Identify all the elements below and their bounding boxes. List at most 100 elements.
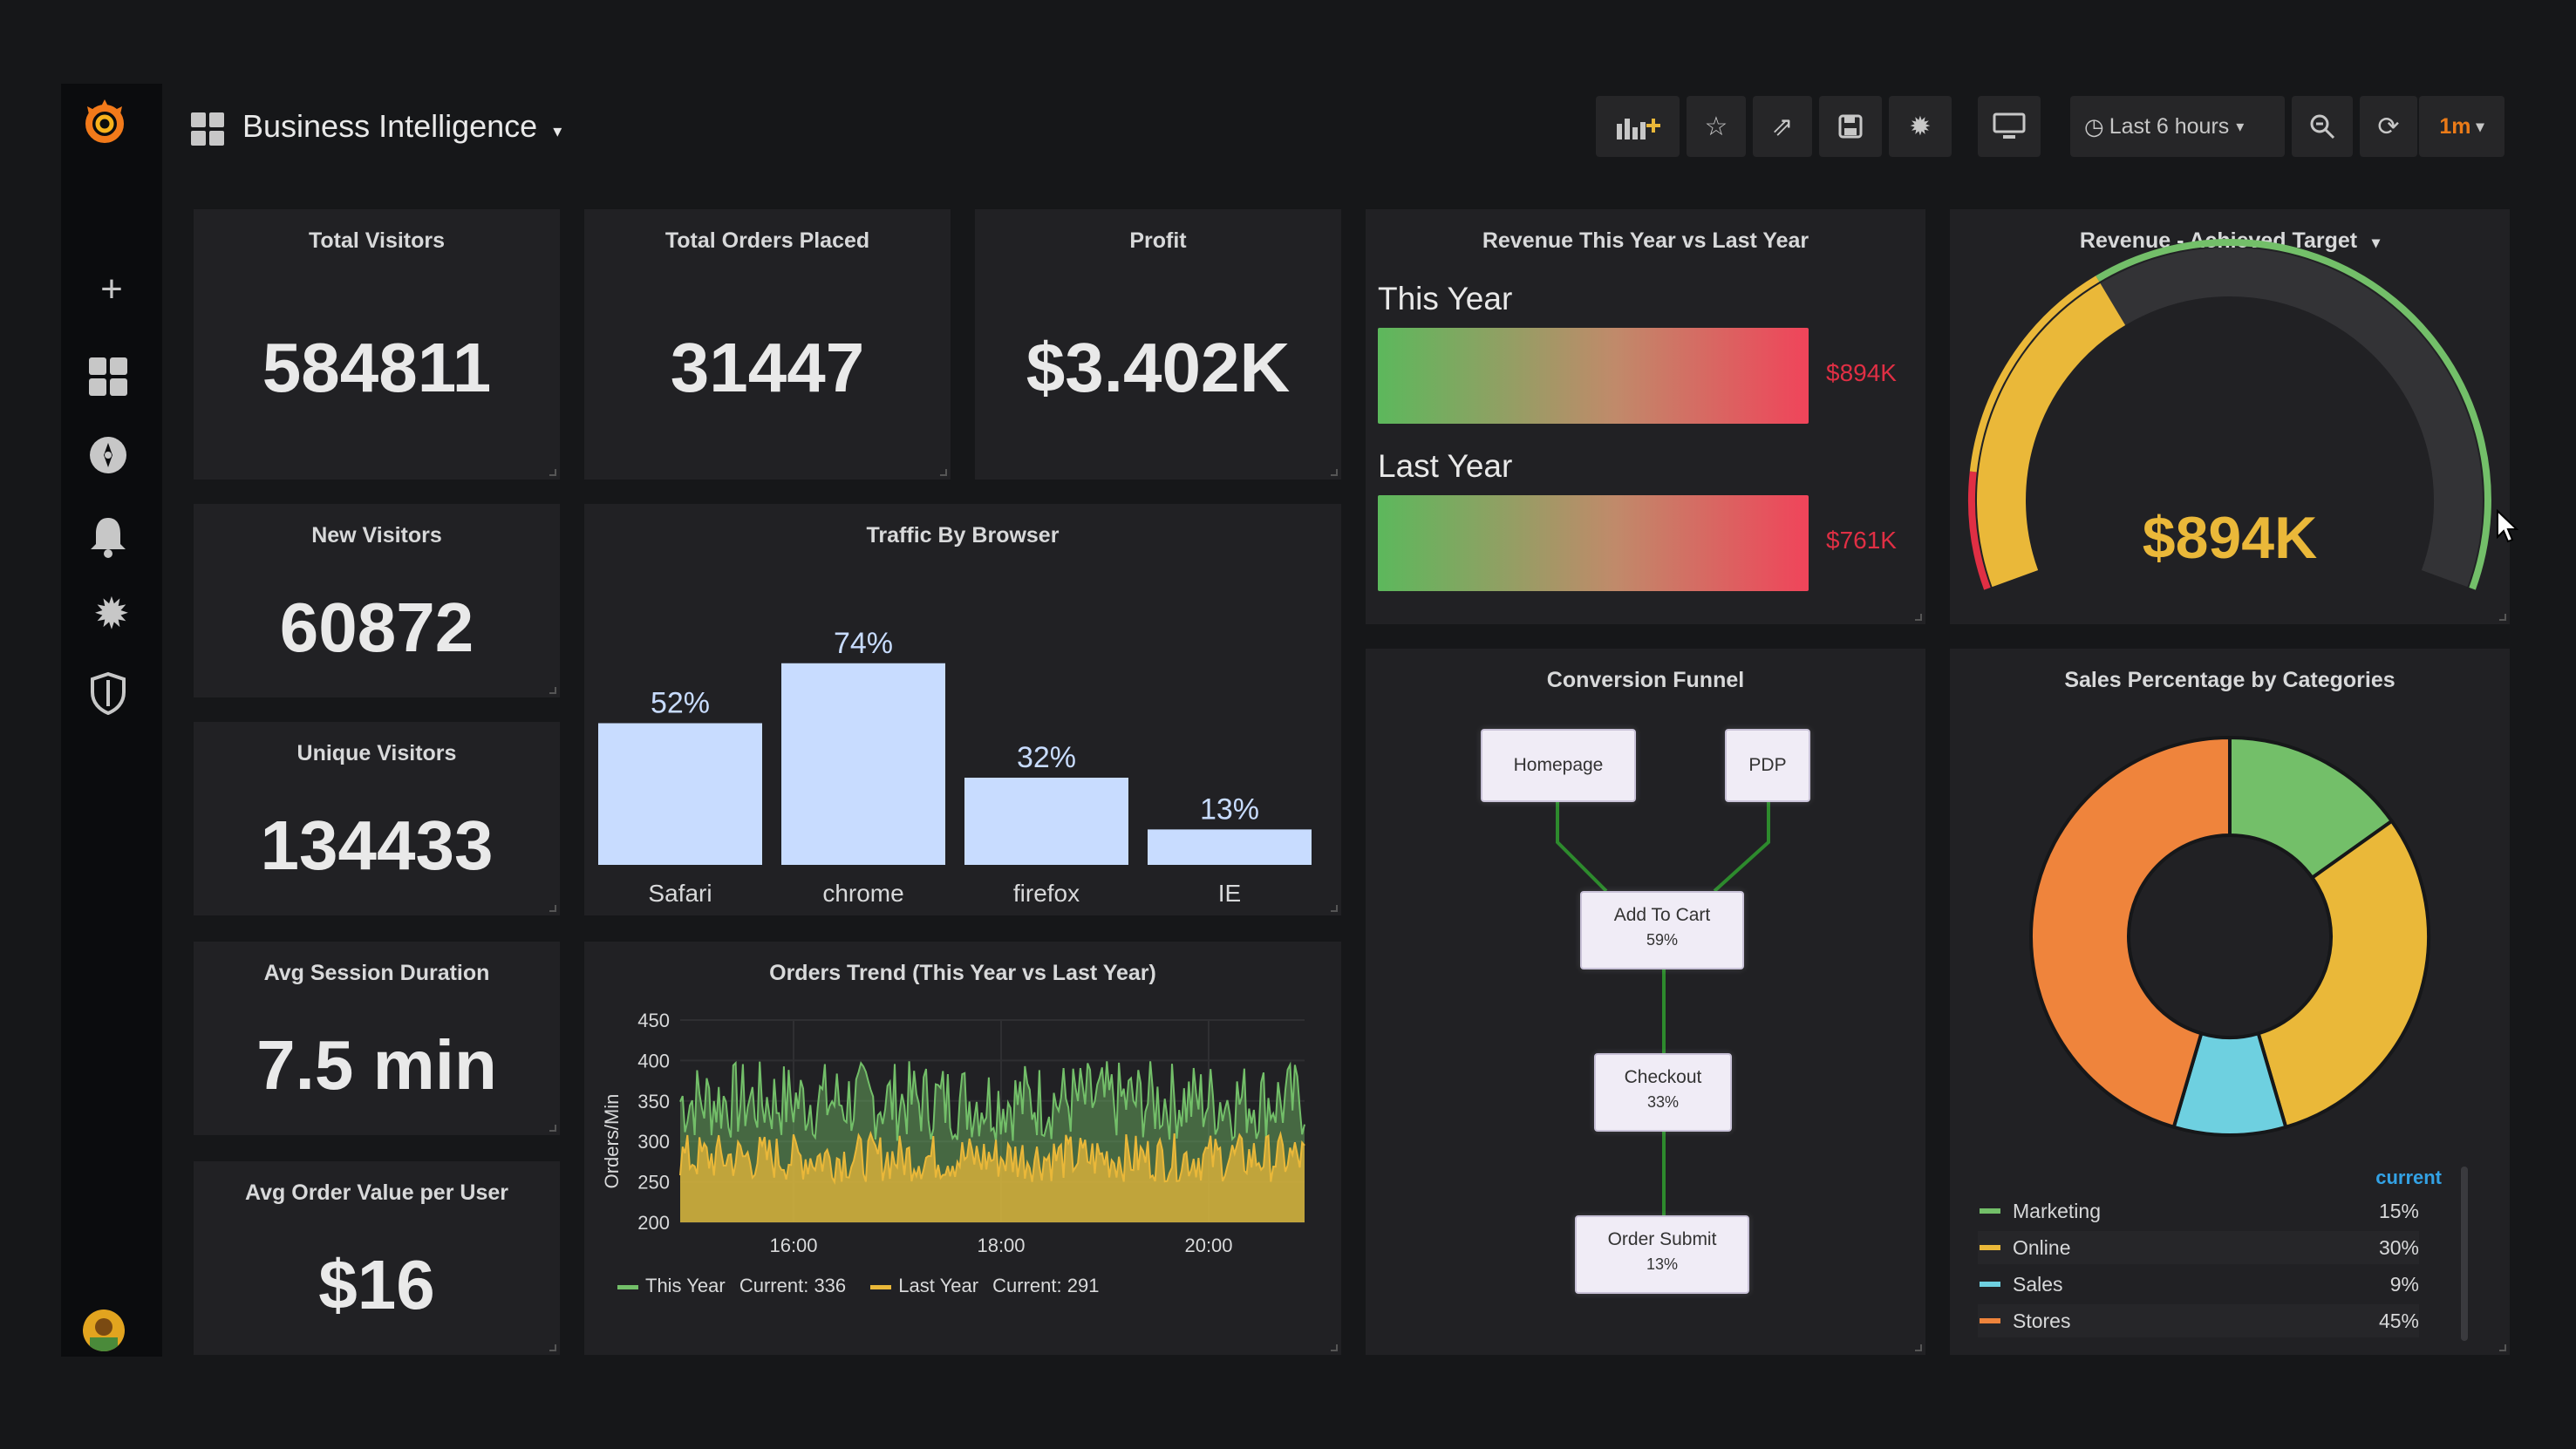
bell-icon[interactable] — [89, 514, 127, 558]
orders-ylabel: Orders/Min — [601, 1093, 623, 1189]
this-year-value: $894K — [1826, 359, 1897, 386]
funnel-node-percent: 33% — [1646, 1093, 1680, 1111]
conversion-funnel-panel[interactable]: Conversion Funnel Homepage PDP Add To Ca… — [1366, 649, 1925, 1355]
grafana-logo-icon[interactable] — [77, 94, 133, 150]
save-button[interactable] — [1819, 96, 1882, 157]
chevron-down-icon: ▾ — [553, 122, 562, 141]
shield-icon[interactable] — [89, 671, 127, 715]
bar-ie[interactable] — [1148, 829, 1312, 865]
resize-handle[interactable] — [549, 905, 556, 912]
legend-swatch-this-year — [617, 1284, 638, 1289]
search-icon — [2310, 114, 2335, 139]
clock-icon: ◷ — [2084, 112, 2104, 139]
bar-safari[interactable] — [598, 723, 762, 866]
y-tick-label: 400 — [637, 1050, 670, 1071]
funnel-node-add-to-cart[interactable]: Add To Cart 59% — [1580, 891, 1744, 969]
profit-panel[interactable]: Profit $3.402K — [975, 209, 1341, 480]
chevron-down-icon: ▾ — [2372, 234, 2381, 251]
refresh-interval-picker[interactable]: 1m ▾ — [2419, 96, 2504, 157]
resize-handle[interactable] — [549, 1125, 556, 1132]
funnel-node-pdp[interactable]: PDP — [1725, 729, 1810, 802]
legend-header[interactable]: current — [2375, 1167, 2442, 1188]
bar-chrome[interactable] — [781, 663, 945, 865]
resize-handle[interactable] — [1331, 469, 1338, 476]
funnel-connectors — [1556, 802, 1770, 1215]
legend-swatch — [1980, 1245, 2000, 1250]
resize-handle[interactable] — [1331, 905, 1338, 912]
y-tick-label: 250 — [637, 1172, 670, 1194]
panel-title: Total Orders Placed — [664, 228, 870, 253]
funnel-node-order-submit[interactable]: Order Submit 13% — [1575, 1215, 1749, 1294]
stat-value: $3.402K — [1026, 329, 1291, 406]
total-orders-panel[interactable]: Total Orders Placed 31447 — [584, 209, 951, 480]
resize-handle[interactable] — [1915, 1344, 1922, 1351]
bar-firefox[interactable] — [964, 778, 1128, 865]
resize-handle[interactable] — [940, 469, 947, 476]
zoom-out-button[interactable] — [2292, 96, 2353, 157]
legend-row-marketing[interactable]: Marketing 15% — [1978, 1194, 2419, 1228]
resize-handle[interactable] — [1331, 1344, 1338, 1351]
dashboard-title[interactable]: Business Intelligence ▾ — [242, 108, 562, 145]
star-button[interactable]: ☆ — [1687, 96, 1746, 157]
gear-icon[interactable]: ✹ — [93, 589, 130, 638]
legend-row-sales[interactable]: Sales 9% — [1978, 1268, 2419, 1301]
legend-name: Marketing — [2013, 1200, 2101, 1222]
avatar[interactable] — [83, 1310, 125, 1351]
donut-slice-online[interactable] — [2256, 818, 2430, 1130]
gauge-threshold-yellow — [1969, 276, 2100, 473]
funnel-node-label: Homepage — [1513, 755, 1604, 775]
legend-swatch — [1980, 1318, 2000, 1323]
legend-row-online[interactable]: Online 30% — [1978, 1231, 2419, 1264]
new-visitors-panel[interactable]: New Visitors 60872 — [194, 504, 560, 697]
chevron-down-icon: ▾ — [2476, 117, 2484, 135]
panel-title: Conversion Funnel — [1546, 668, 1745, 692]
share-icon: ⇗ — [1771, 112, 1794, 141]
donut-slice-marketing[interactable] — [2228, 735, 2395, 881]
dashboards-icon[interactable] — [87, 356, 129, 398]
explore-icon[interactable] — [87, 434, 129, 476]
resize-handle[interactable] — [549, 687, 556, 694]
funnel-node-label: Add To Cart — [1613, 905, 1711, 925]
legend-name[interactable]: Last Year — [898, 1275, 979, 1296]
gauge-threshold-green — [2096, 238, 2491, 590]
bar-value-label: 74% — [834, 627, 893, 660]
last-year-value: $761K — [1826, 527, 1897, 554]
refresh-button[interactable]: ⟳ — [2360, 96, 2417, 157]
panel-title: Avg Order Value per User — [245, 1180, 508, 1205]
gauge-value: $894K — [2142, 505, 2318, 571]
tv-mode-button[interactable] — [1978, 96, 2041, 157]
funnel-node-homepage[interactable]: Homepage — [1481, 729, 1636, 802]
legend-swatch-last-year — [870, 1284, 892, 1289]
settings-button[interactable]: ✹ — [1889, 96, 1952, 157]
unique-visitors-panel[interactable]: Unique Visitors 134433 — [194, 722, 560, 915]
legend-name[interactable]: This Year — [645, 1275, 726, 1296]
funnel-node-checkout[interactable]: Checkout 33% — [1594, 1053, 1732, 1132]
avg-session-panel[interactable]: Avg Session Duration 7.5 min — [194, 942, 560, 1135]
resize-handle[interactable] — [549, 469, 556, 476]
plus-icon[interactable]: + — [100, 268, 123, 310]
revenue-target-panel[interactable]: Revenue - Achieved Target ▾ $894K — [1950, 209, 2510, 624]
avg-order-value-panel[interactable]: Avg Order Value per User $16 — [194, 1161, 560, 1355]
y-tick-label: 350 — [637, 1091, 670, 1112]
resize-handle[interactable] — [549, 1344, 556, 1351]
legend-value: 9% — [2389, 1273, 2419, 1296]
traffic-by-browser-panel[interactable]: Traffic By Browser 52% Safari 74% chrome 32%… — [584, 504, 1341, 915]
resize-handle[interactable] — [2499, 614, 2506, 621]
resize-handle[interactable] — [2499, 1344, 2506, 1351]
orders-line-chart: 450 400 350 300 250 200 16:00 18:00 20:00 — [637, 1010, 1305, 1256]
revenue-comparison-panel[interactable]: Revenue This Year vs Last Year This Year… — [1366, 209, 1925, 624]
resize-handle[interactable] — [1915, 614, 1922, 621]
x-tick-label: 16:00 — [769, 1235, 817, 1256]
share-button[interactable]: ⇗ — [1753, 96, 1812, 157]
legend-scrollbar[interactable] — [2461, 1167, 2468, 1341]
gauge-threshold-red — [1968, 471, 1991, 590]
y-tick-label: 450 — [637, 1010, 670, 1031]
donut-slice-stores[interactable] — [2029, 735, 2232, 1130]
add-panel-icon — [1617, 119, 1660, 139]
total-visitors-panel[interactable]: Total Visitors 584811 — [194, 209, 560, 480]
stat-value: $16 — [318, 1246, 435, 1323]
legend-row-stores[interactable]: Stores 45% — [1978, 1304, 2419, 1337]
orders-trend-panel[interactable]: Orders Trend (This Year vs Last Year) 45… — [584, 942, 1341, 1355]
add-panel-button[interactable] — [1596, 96, 1680, 157]
time-range-picker[interactable]: ◷ Last 6 hours ▾ — [2070, 96, 2285, 157]
